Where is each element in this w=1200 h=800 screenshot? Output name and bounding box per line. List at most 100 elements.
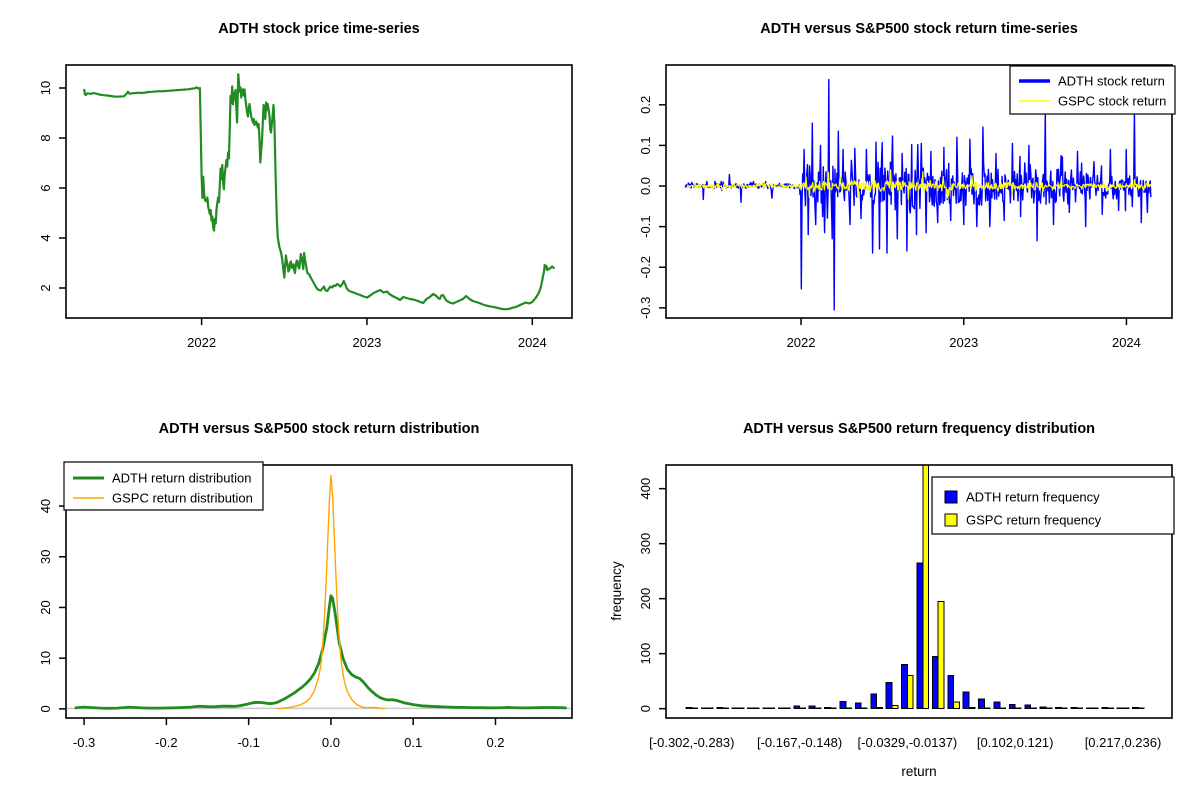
adth-frequency-bar [685, 707, 693, 710]
density-chart-canvas: ADTH versus S&P500 stock return distribu… [38, 421, 573, 750]
gspc-return-distribution-line [276, 474, 386, 710]
plot-box [665, 64, 1173, 319]
y-tick-label: -0.2 [638, 256, 653, 278]
x-tick-label: 0.0 [322, 735, 340, 750]
legend-box [1009, 65, 1176, 115]
gspc-frequency-bar [783, 707, 791, 710]
x-tick-label: 2023 [352, 335, 381, 350]
gspc-frequency-bar [876, 707, 883, 710]
price-chart: ADTH stock price time-series 2 4 6 8 10 2022 2… [0, 0, 600, 400]
gspc-frequency-bar [983, 707, 991, 710]
gspc-frequency-bar [768, 707, 776, 710]
adth-frequency-bar [1101, 707, 1109, 710]
x-bin-label: [0.102,0.121) [977, 735, 1054, 750]
legend-label: GSPC stock return [1058, 94, 1166, 109]
legend-label: GSPC return frequency [966, 513, 1102, 528]
adth-frequency-bar [793, 705, 801, 710]
plot-box [65, 64, 573, 319]
gspc-frequency-bar [1060, 707, 1068, 710]
x-tick-label: -0.1 [237, 735, 259, 750]
adth-frequency-bar [777, 707, 785, 710]
x-tick-label: 2024 [1112, 335, 1141, 350]
y-tick-label: 10 [38, 81, 53, 95]
y-tick-label: 4 [38, 234, 53, 241]
adth-frequency-bar [731, 707, 739, 710]
gspc-frequency-bar [999, 707, 1007, 710]
histogram-bars [685, 464, 1145, 710]
x-tick-label: 0.1 [404, 735, 422, 750]
adth-frequency-bar [716, 707, 724, 710]
gspc-frequency-bar [1030, 707, 1037, 710]
y-tick-label: 0 [38, 705, 53, 712]
gspc-frequency-bar [752, 707, 760, 710]
legend-label: ADTH return distribution [112, 471, 251, 486]
legend: ADTH return distribution GSPC return dist… [63, 461, 264, 511]
adth-frequency-bar [1132, 707, 1139, 710]
legend-label: ADTH return frequency [966, 490, 1100, 505]
x-tick-label: 2022 [187, 335, 216, 350]
adth-frequency-bar [931, 655, 939, 710]
histogram-chart: ADTH versus S&P500 return frequency dist… [600, 400, 1200, 800]
gspc-frequency-bar [860, 707, 868, 710]
plot-title-price: ADTH stock price time-series [218, 21, 419, 37]
plot-box [665, 464, 1173, 719]
gspc-frequency-bar [814, 707, 822, 710]
histogram-chart-canvas: ADTH versus S&P500 return frequency dist… [609, 421, 1175, 779]
y-tick-label: 8 [38, 134, 53, 141]
density-plot-area: 0 10 20 30 40 -0.3 -0.2 -0.1 0.0 0.1 0.2 ADTH retur… [38, 461, 573, 750]
gspc-frequency-bar [1076, 707, 1084, 710]
plot-title-histogram: ADTH versus S&P500 return frequency dist… [743, 421, 1095, 437]
adth-frequency-bar [1116, 707, 1124, 710]
legend-label: ADTH stock return [1058, 74, 1165, 89]
adth-frequency-bar [870, 693, 878, 710]
adth-frequency-bar [1070, 707, 1078, 710]
y-tick-label: 100 [638, 643, 653, 665]
legend-key-swatch [944, 513, 958, 527]
y-tick-label: 200 [638, 588, 653, 610]
gspc-frequency-bar [937, 600, 945, 710]
adth-frequency-bar [885, 681, 893, 710]
gspc-frequency-bar [968, 707, 976, 710]
returns-plot-area: -0.3 -0.2 -0.1 0.0 0.1 0.2 2022 2023 2024 ADTH st… [638, 64, 1176, 350]
gspc-frequency-bar [799, 707, 806, 710]
adth-frequency-bar [947, 675, 955, 710]
adth-frequency-bar [808, 705, 816, 710]
plot-title-density: ADTH versus S&P500 stock return distribu… [159, 421, 480, 437]
gspc-frequency-bar [829, 707, 837, 710]
legend: ADTH stock return GSPC stock return [1009, 65, 1176, 115]
gspc-frequency-bar [1107, 707, 1114, 710]
adth-frequency-bar [1008, 703, 1016, 710]
x-tick-label: 2024 [518, 335, 547, 350]
y-tick-label: 0 [638, 705, 653, 712]
x-bin-label: [-0.0329,-0.0137) [858, 735, 958, 750]
x-tick-label: -0.2 [155, 735, 177, 750]
hist-plot-area: 0 100 200 300 400 [-0.302,-0.283) [-0.167,-0.1… [638, 464, 1175, 750]
legend-box [63, 461, 264, 511]
adth-frequency-bar [1055, 707, 1062, 710]
adth-return-distribution-line [74, 594, 567, 710]
gspc-frequency-bar [691, 707, 699, 710]
gspc-frequency-bar [706, 707, 714, 710]
adth-frequency-bar [901, 664, 908, 710]
gspc-frequency-bar [1122, 707, 1130, 710]
y-tick-label: 10 [38, 651, 53, 665]
x-axis-label: return [901, 764, 936, 779]
y-tick-label: 0.0 [638, 177, 653, 195]
gspc-frequency-bar [906, 675, 914, 710]
returns-chart: ADTH versus S&P500 stock return time-ser… [600, 0, 1200, 400]
legend-label: GSPC return distribution [112, 491, 253, 506]
x-bin-label: [0.217,0.236) [1085, 735, 1162, 750]
gspc-frequency-bar [1045, 707, 1053, 710]
gspc-frequency-bar [1137, 707, 1145, 710]
gspc-frequency-bar [737, 707, 745, 710]
adth-frequency-bar [1024, 704, 1032, 710]
adth-frequency-bar [762, 707, 770, 710]
gspc-frequency-bar [722, 707, 729, 710]
y-tick-label: 30 [38, 550, 53, 564]
x-tick-label: 2022 [787, 335, 816, 350]
legend-key-swatch [944, 490, 958, 504]
y-tick-label: 400 [638, 478, 653, 500]
y-tick-label: 40 [38, 499, 53, 513]
x-bin-label: [-0.167,-0.148) [757, 735, 842, 750]
